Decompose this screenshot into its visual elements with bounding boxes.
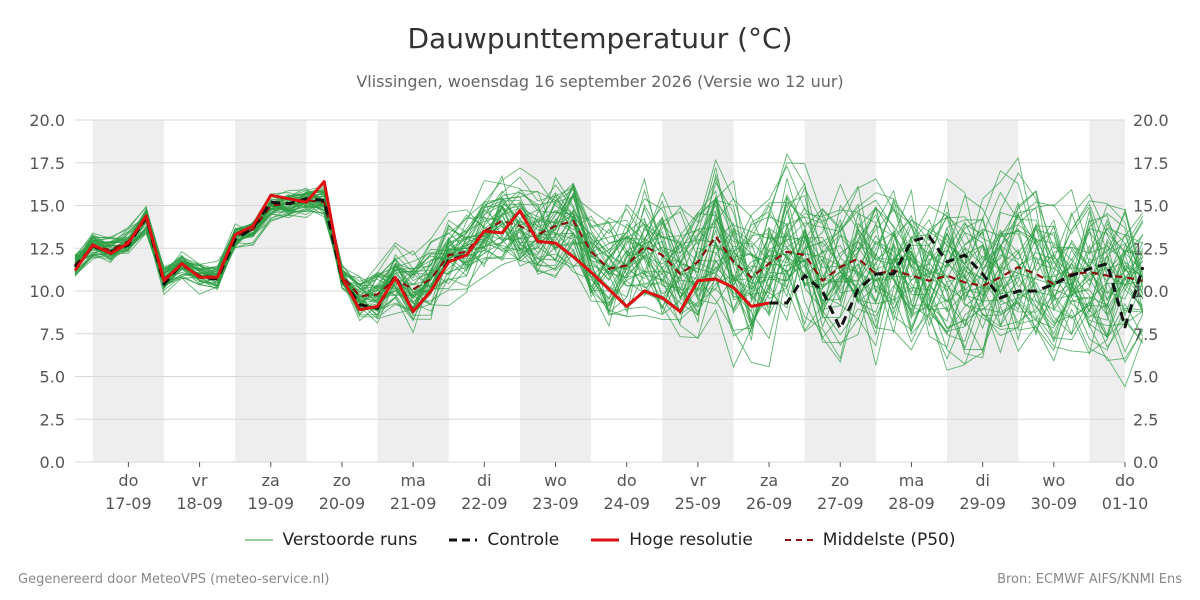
y-tick-right: 10.0 bbox=[1133, 282, 1169, 301]
y-tick-left: 15.0 bbox=[29, 197, 65, 216]
chart-title: Dauwpunttemperatuur (°C) bbox=[407, 22, 793, 55]
legend-item-median: Middelste (P50) bbox=[784, 530, 956, 550]
legend-label-control: Controle bbox=[487, 530, 560, 550]
series-line-hoge-resolutie bbox=[73, 180, 770, 313]
ensemble-member-line bbox=[74, 199, 1144, 326]
y-tick-left: 10.0 bbox=[29, 282, 65, 301]
x-tick-day: za bbox=[760, 471, 778, 490]
y-tick-right: 17.5 bbox=[1133, 154, 1169, 173]
x-tick-day: zo bbox=[333, 471, 351, 490]
footer-credit: Gegenereerd door MeteoVPS (meteo-service… bbox=[18, 572, 330, 587]
y-axis-left: 0.0 2.5 5.0 7.5 10.0 12.5 15.0 17.5 20.0 bbox=[29, 111, 65, 472]
legend-swatch-median bbox=[784, 539, 813, 541]
x-tick-date: 18-09 bbox=[176, 494, 223, 513]
y-tick-right: 5.0 bbox=[1133, 368, 1158, 387]
ensemble-member-line bbox=[74, 200, 1144, 369]
x-axis: do 17-09 vr 18-09 za 19-09 zo 20-09 ma 21-09 di 22-… bbox=[105, 462, 1148, 513]
y-tick-left: 7.5 bbox=[40, 325, 65, 344]
y-tick-right: 15.0 bbox=[1133, 197, 1169, 216]
ensemble-member-line bbox=[74, 167, 1144, 335]
x-tick-date: 23-09 bbox=[532, 494, 579, 513]
x-tick-day: wo bbox=[544, 471, 567, 490]
x-tick-date: 26-09 bbox=[746, 494, 793, 513]
x-tick-date: 19-09 bbox=[248, 494, 295, 513]
legend-swatch-hires bbox=[591, 538, 620, 542]
y-tick-left: 5.0 bbox=[40, 368, 65, 387]
legend-label-hires: Hoge resolutie bbox=[629, 530, 753, 550]
legend-swatch-ensemble bbox=[244, 539, 273, 541]
y-tick-left: 2.5 bbox=[40, 410, 65, 429]
footer-source: Bron: ECMWF AIFS/KNMI Ens bbox=[997, 572, 1182, 587]
x-tick-date: 25-09 bbox=[675, 494, 722, 513]
x-tick-date: 27-09 bbox=[817, 494, 864, 513]
main-series-lines bbox=[73, 180, 1145, 331]
x-tick-day: zo bbox=[831, 471, 849, 490]
ensemble-member-line bbox=[74, 167, 1144, 337]
legend-item-control: Controle bbox=[449, 530, 559, 550]
y-tick-left: 0.0 bbox=[40, 453, 65, 472]
x-tick-day: vr bbox=[690, 471, 706, 490]
y-tick-right: 7.5 bbox=[1133, 325, 1158, 344]
y-axis-right: 0.0 2.5 5.0 7.5 10.0 12.5 15.0 17.5 20.0 bbox=[1133, 111, 1169, 472]
x-tick-date: 17-09 bbox=[105, 494, 152, 513]
ensemble-member-line bbox=[74, 181, 1144, 343]
y-tick-right: 12.5 bbox=[1133, 239, 1169, 258]
x-tick-date: 28-09 bbox=[888, 494, 935, 513]
legend-swatch-control bbox=[449, 538, 478, 542]
x-tick-date: 30-09 bbox=[1031, 494, 1078, 513]
x-tick-day: wo bbox=[1042, 471, 1065, 490]
x-tick-date: 22-09 bbox=[461, 494, 508, 513]
x-tick-day: do bbox=[118, 471, 138, 490]
ensemble-member-line bbox=[74, 203, 1144, 364]
y-tick-left: 20.0 bbox=[29, 111, 65, 130]
y-tick-right: 2.5 bbox=[1133, 410, 1158, 429]
x-tick-day: di bbox=[975, 471, 990, 490]
legend-label-ensemble: Verstoorde runs bbox=[282, 530, 418, 550]
x-tick-day: ma bbox=[899, 471, 924, 490]
x-tick-date: 21-09 bbox=[390, 494, 437, 513]
y-tick-right: 20.0 bbox=[1133, 111, 1169, 130]
x-tick-date: 01-10 bbox=[1102, 494, 1149, 513]
x-tick-day: do bbox=[617, 471, 637, 490]
x-tick-date: 20-09 bbox=[319, 494, 366, 513]
x-tick-day: vr bbox=[192, 471, 208, 490]
x-tick-day: di bbox=[477, 471, 492, 490]
x-tick-day: za bbox=[262, 471, 280, 490]
legend-item-hires: Hoge resolutie bbox=[591, 530, 753, 550]
legend-item-ensemble: Verstoorde runs bbox=[244, 530, 418, 550]
series-line-middelste-p50 bbox=[74, 199, 1144, 298]
y-tick-left: 17.5 bbox=[29, 154, 65, 173]
legend: Verstoorde runs Controle Hoge resolutie … bbox=[0, 530, 1200, 550]
x-tick-day: do bbox=[1115, 471, 1135, 490]
x-tick-date: 29-09 bbox=[959, 494, 1006, 513]
x-tick-date: 24-09 bbox=[603, 494, 650, 513]
y-tick-left: 12.5 bbox=[29, 239, 65, 258]
legend-label-median: Middelste (P50) bbox=[822, 530, 956, 550]
y-tick-right: 0.0 bbox=[1133, 453, 1158, 472]
chart-subtitle: Vlissingen, woensdag 16 september 2026 (… bbox=[356, 72, 844, 91]
x-tick-day: ma bbox=[400, 471, 425, 490]
